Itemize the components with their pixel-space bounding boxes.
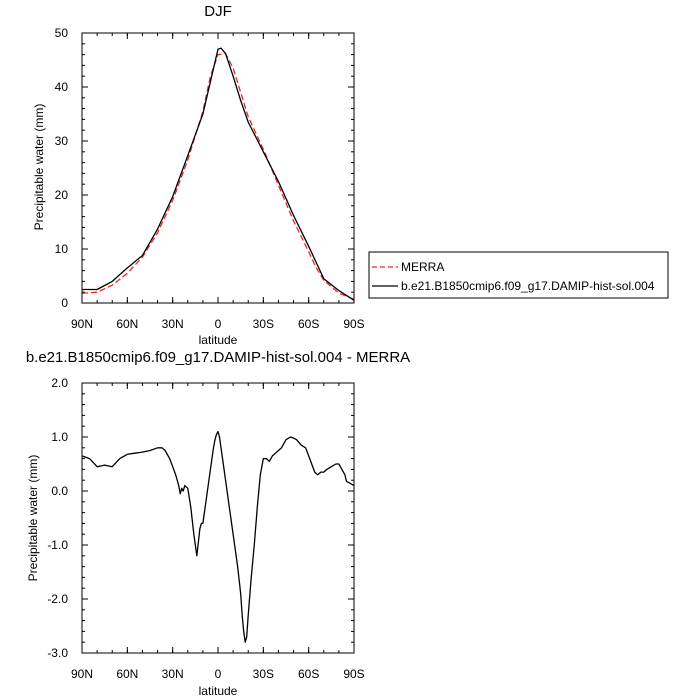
bottom-x-tick-label: 90N bbox=[71, 667, 93, 681]
bottom-y-tick-label: 1.0 bbox=[51, 430, 68, 444]
top-series-line-1 bbox=[81, 52, 355, 300]
top-x-axis-label: latitude bbox=[199, 333, 238, 347]
top-y-tick-label: 10 bbox=[55, 242, 69, 256]
top-chart-title: DJF bbox=[204, 3, 232, 20]
bottom-chart-title: b.e21.B1850cmip6.f09_g17.DAMIP-hist-sol.… bbox=[26, 349, 410, 366]
top-y-tick-label: 40 bbox=[55, 80, 69, 94]
top-y-tick-label: 0 bbox=[61, 296, 68, 310]
top-x-tick-label: 90N bbox=[71, 317, 93, 331]
bottom-x-tick-label: 30S bbox=[253, 667, 274, 681]
top-x-tick-label: 60N bbox=[116, 317, 138, 331]
top-x-tick-label: 90S bbox=[343, 317, 364, 331]
top-x-tick-label: 30S bbox=[253, 317, 274, 331]
legend-label-merra: MERRA bbox=[401, 260, 444, 274]
top-x-tick-label: 0 bbox=[215, 317, 222, 331]
bottom-y-tick-label: -3.0 bbox=[47, 646, 68, 660]
bottom-x-tick-label: 0 bbox=[215, 667, 222, 681]
bottom-y-tick-label: 0.0 bbox=[51, 484, 68, 498]
top-x-tick-label: 60S bbox=[298, 317, 319, 331]
bottom-plot-area: 90N 60N 30N 0 30S 60S 90S -3.0 -2.0 -1.0 0.0 1.0 2.0 bbox=[47, 376, 364, 681]
top-y-axis-label: Precipitable water (mm) bbox=[32, 104, 46, 231]
bottom-x-tick-label: 60S bbox=[298, 667, 319, 681]
top-plot-frame bbox=[81, 32, 355, 304]
top-panel: DJF 90N 60N 30N 0 30S 60S 90S 0 10 20 30 40 50 latit… bbox=[32, 3, 365, 347]
top-series-line-2 bbox=[82, 47, 355, 301]
bottom-panel: b.e21.B1850cmip6.f09_g17.DAMIP-hist-sol.… bbox=[26, 349, 410, 698]
top-plot-area: 90N 60N 30N 0 30S 60S 90S 0 10 20 30 40 50 bbox=[55, 26, 365, 331]
bottom-x-tick-label: 60N bbox=[116, 667, 138, 681]
bottom-y-tick-label: 2.0 bbox=[51, 376, 68, 390]
top-y-tick-label: 50 bbox=[55, 26, 69, 40]
bottom-y-axis-label: Precipitable water (mm) bbox=[26, 455, 40, 582]
bottom-plot-frame bbox=[81, 382, 355, 654]
legend: MERRA b.e21.B1850cmip6.f09_g17.DAMIP-his… bbox=[368, 251, 669, 299]
legend-label-model: b.e21.B1850cmip6.f09_g17.DAMIP-hist-sol.… bbox=[401, 279, 655, 293]
bottom-y-tick-label: -2.0 bbox=[47, 592, 68, 606]
legend-box bbox=[368, 251, 669, 299]
top-x-tick-label: 30N bbox=[162, 317, 184, 331]
bottom-x-axis-label: latitude bbox=[199, 684, 238, 698]
bottom-x-tick-label: 30N bbox=[162, 667, 184, 681]
bottom-x-tick-label: 90S bbox=[343, 667, 364, 681]
bottom-series-line-1 bbox=[81, 430, 355, 643]
bottom-y-tick-label: -1.0 bbox=[47, 538, 68, 552]
top-y-tick-label: 30 bbox=[55, 134, 69, 148]
top-y-tick-label: 20 bbox=[55, 188, 69, 202]
